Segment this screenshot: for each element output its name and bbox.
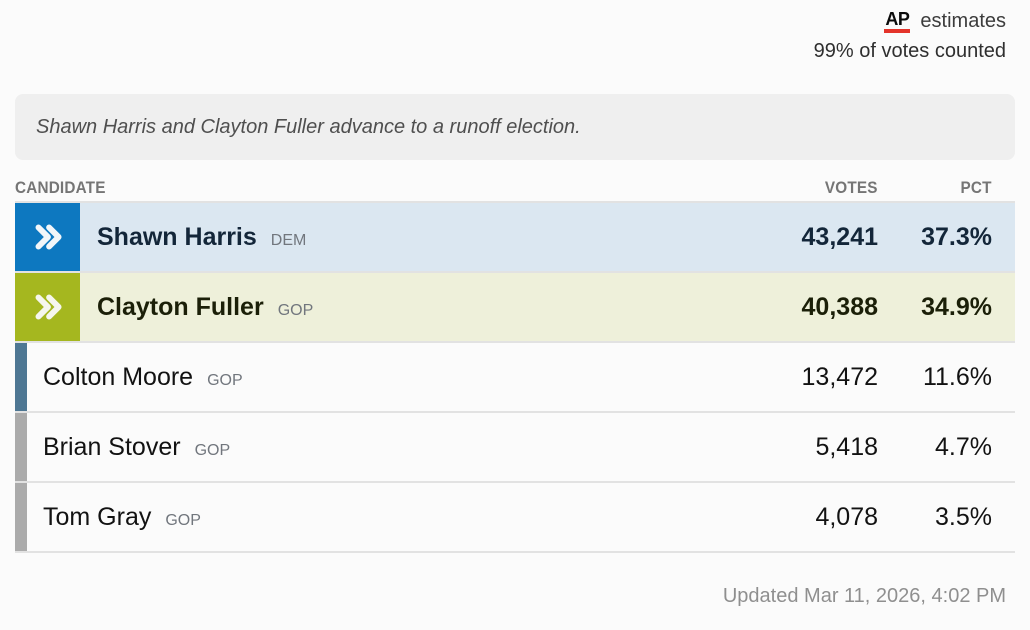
votes-value: 43,241: [801, 222, 878, 251]
runoff-banner-text: Shawn Harris and Clayton Fuller advance …: [36, 115, 581, 138]
ap-logo: AP: [884, 9, 911, 33]
table-row: Shawn Harris DEM 43,241 37.3%: [15, 201, 1015, 271]
pct-value: 37.3%: [921, 222, 992, 251]
table-row: Tom Gray GOP 4,078 3.5%: [15, 481, 1015, 551]
advance-marker: [15, 273, 80, 341]
party-label: GOP: [277, 301, 314, 319]
pct-value: 4.7%: [935, 432, 992, 461]
votes-value: 4,078: [815, 502, 878, 531]
party-label: GOP: [207, 371, 243, 389]
candidate-color-bar: [15, 483, 27, 551]
double-chevron-right-icon: [35, 224, 62, 250]
candidate-color-bar: [15, 413, 27, 481]
results-table: Shawn Harris DEM 43,241 37.3% Clayton Fu…: [15, 201, 1015, 553]
updated-timestamp: Updated Mar 11, 2026, 4:02 PM: [722, 585, 1006, 607]
column-header-votes: VOTES: [825, 178, 878, 197]
candidate-name: Colton Moore: [43, 362, 194, 391]
pct-value: 34.9%: [921, 292, 992, 321]
votes-counted-label: 99% of votes counted: [813, 40, 1006, 62]
candidate-name: Shawn Harris: [97, 222, 257, 251]
candidate-name: Clayton Fuller: [97, 292, 264, 321]
table-header: CANDIDATE VOTES PCT: [15, 172, 1015, 198]
table-row: Brian Stover GOP 5,418 4.7%: [15, 411, 1015, 481]
advance-marker: [15, 203, 80, 271]
estimates-label: estimates: [920, 9, 1006, 32]
runoff-banner: Shawn Harris and Clayton Fuller advance …: [15, 94, 1015, 160]
candidate-color-bar: [15, 343, 27, 411]
pct-value: 3.5%: [935, 502, 992, 531]
source-line: AP estimates: [15, 6, 1006, 36]
party-label: GOP: [194, 441, 231, 459]
votes-value: 13,472: [801, 362, 878, 391]
candidate-name: Brian Stover: [43, 432, 181, 461]
attribution-block: AP estimates 99% of votes counted: [15, 6, 1015, 66]
table-row: Colton Moore GOP 13,472 11.6%: [15, 341, 1015, 411]
column-header-pct: PCT: [960, 178, 992, 197]
party-label: DEM: [270, 231, 307, 249]
table-row: Clayton Fuller GOP 40,388 34.9%: [15, 271, 1015, 341]
column-header-candidate: CANDIDATE: [15, 178, 106, 197]
pct-value: 11.6%: [922, 362, 992, 391]
party-label: GOP: [165, 511, 201, 529]
votes-value: 40,388: [801, 292, 878, 321]
double-chevron-right-icon: [35, 294, 62, 320]
votes-value: 5,418: [815, 432, 878, 461]
candidate-name: Tom Gray: [43, 502, 152, 531]
